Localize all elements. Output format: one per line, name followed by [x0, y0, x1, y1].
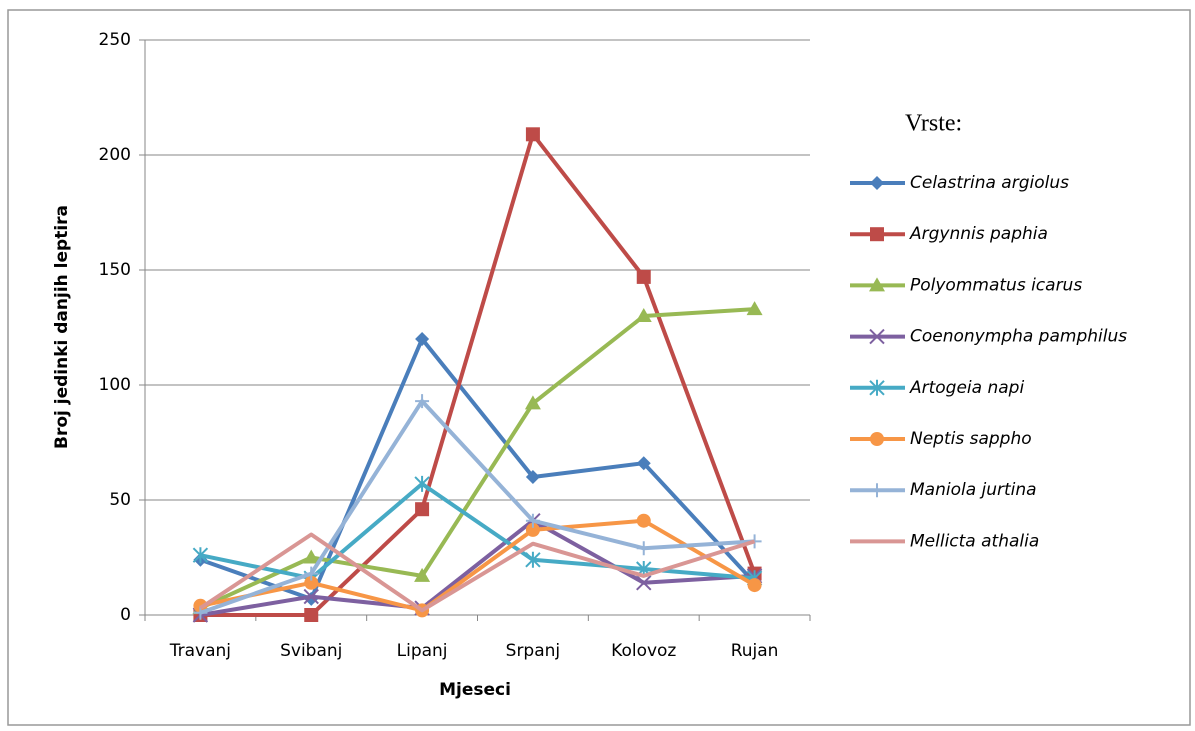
- marker: [304, 608, 319, 622]
- marker: [525, 470, 540, 484]
- y-axis-label: Broj jedinki danjih leptira: [52, 205, 72, 449]
- marker: [636, 269, 651, 284]
- marker: [870, 432, 884, 446]
- y-tick-label: 250: [99, 30, 131, 50]
- legend-label: Mellicta athalia: [910, 531, 1039, 551]
- x-tick-label: Rujan: [731, 641, 779, 661]
- legend-label: Coenonympha pamphilus: [910, 327, 1127, 347]
- marker: [414, 475, 430, 492]
- legend-title: Vrste:: [905, 111, 962, 137]
- marker: [525, 127, 540, 142]
- marker: [635, 308, 652, 322]
- x-tick-label: Srpanj: [506, 641, 561, 661]
- y-tick-label: 0: [120, 605, 131, 625]
- chart-frame: [7, 9, 1191, 726]
- marker: [746, 301, 763, 316]
- series-line: [200, 518, 755, 617]
- marker: [636, 513, 651, 528]
- marker: [525, 551, 541, 568]
- marker: [636, 541, 651, 556]
- marker: [303, 549, 320, 564]
- marker: [636, 575, 652, 591]
- series-line: [199, 337, 757, 601]
- series-line: [199, 307, 755, 610]
- marker: [415, 332, 430, 346]
- x-axis-label: Mjeseci: [439, 680, 511, 700]
- legend-label: Celastrina argiolus: [910, 173, 1069, 193]
- marker: [525, 513, 540, 528]
- marker: [415, 394, 430, 409]
- x-tick-label: Svibanj: [280, 641, 342, 661]
- marker: [415, 502, 430, 517]
- marker: [192, 547, 209, 564]
- y-tick-label: 150: [99, 260, 131, 280]
- legend-label: Neptis sappho: [910, 429, 1032, 449]
- series-line: [199, 532, 756, 613]
- series-line: [200, 132, 757, 617]
- legend-label: Maniola jurtina: [910, 480, 1037, 500]
- x-tick-label: Lipanj: [397, 641, 448, 661]
- marker: [524, 395, 541, 410]
- y-tick-label: 50: [109, 490, 131, 510]
- legend-label: Argynnis paphia: [909, 224, 1048, 244]
- marker: [747, 578, 762, 593]
- series-line: [200, 518, 756, 613]
- series-line: [199, 399, 755, 615]
- marker: [304, 566, 319, 581]
- y-tick-label: 200: [99, 145, 131, 165]
- legend-label: Polyommatus icarus: [910, 275, 1082, 295]
- marker: [870, 176, 884, 190]
- marker: [869, 379, 885, 396]
- x-tick-label: Kolovoz: [611, 641, 676, 661]
- y-tick-label: 100: [99, 375, 131, 395]
- marker: [414, 567, 431, 582]
- marker: [304, 575, 319, 590]
- x-tick-label: Travanj: [169, 641, 231, 661]
- marker: [525, 522, 540, 537]
- marker: [869, 328, 885, 345]
- legend-label: Artogeia napi: [909, 378, 1024, 398]
- marker: [636, 456, 651, 471]
- marker: [303, 588, 319, 605]
- marker: [870, 483, 884, 498]
- marker: [870, 227, 884, 242]
- marker: [869, 277, 885, 292]
